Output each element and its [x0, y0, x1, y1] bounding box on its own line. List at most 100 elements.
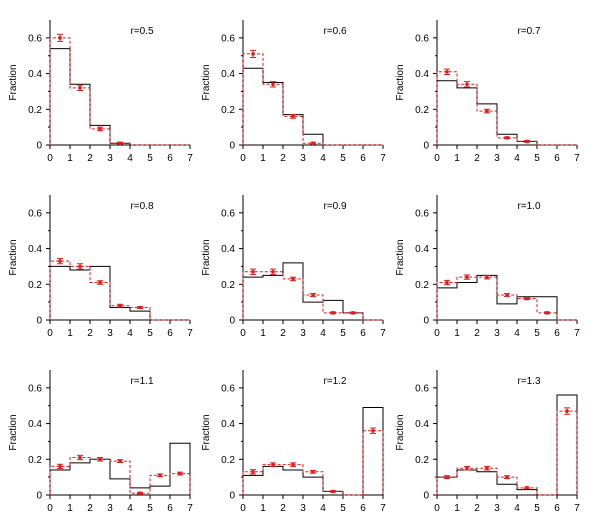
panel-title: r=1.3 — [517, 376, 541, 387]
x-tick-label: 6 — [167, 503, 173, 514]
y-tick-label: 0 — [229, 491, 235, 502]
x-tick-label: 1 — [260, 503, 266, 514]
x-tick-label: 2 — [474, 153, 480, 164]
y-axis-label: Fraction — [201, 239, 212, 275]
x-tick-label: 3 — [107, 328, 113, 339]
x-tick-label: 1 — [260, 328, 266, 339]
panel-title: r=1.1 — [130, 376, 154, 387]
data-point — [311, 293, 315, 297]
panel-title: r=0.5 — [130, 26, 154, 37]
y-tick-label: 0.2 — [221, 280, 235, 291]
x-tick-label: 6 — [360, 503, 366, 514]
x-tick-label: 4 — [320, 153, 326, 164]
model-histogram-line — [242, 407, 384, 496]
data-point — [78, 264, 82, 269]
panel-title: r=0.8 — [130, 201, 154, 212]
data-point — [291, 114, 295, 119]
y-tick-label: 0.2 — [28, 105, 42, 116]
data-histogram-line — [436, 276, 577, 321]
x-tick-label: 6 — [554, 328, 560, 339]
x-tick-label: 6 — [360, 153, 366, 164]
x-tick-label: 1 — [260, 153, 266, 164]
x-tick-label: 5 — [534, 153, 540, 164]
x-tick-label: 3 — [494, 153, 500, 164]
model-histogram-line — [436, 80, 577, 146]
x-tick-label: 4 — [514, 328, 520, 339]
model-histogram-line — [436, 394, 578, 496]
y-tick-label: 0.4 — [28, 244, 42, 255]
data-point — [158, 473, 162, 478]
y-tick-label: 0.6 — [415, 208, 429, 219]
x-tick-label: 7 — [187, 328, 193, 339]
data-histogram-line — [49, 260, 190, 321]
panel-3: 0 0.2 0.4 0.6 0 1 2 3 4 5 6 7 Fraction r=0.7 — [395, 20, 580, 164]
data-point — [98, 457, 102, 462]
data-histogram-line — [49, 37, 190, 146]
data-point — [58, 36, 62, 40]
y-tick-label: 0.6 — [28, 208, 42, 219]
data-point — [58, 464, 62, 469]
data-histogram-line — [242, 53, 383, 146]
data-point — [485, 109, 489, 113]
y-axis-label: Fraction — [8, 64, 19, 100]
x-tick-label: 7 — [380, 328, 386, 339]
x-tick-label: 4 — [320, 503, 326, 514]
y-axis-label: Fraction — [8, 414, 19, 450]
y-tick-label: 0.4 — [28, 69, 42, 80]
x-tick-label: 7 — [380, 503, 386, 514]
x-tick-label: 0 — [434, 153, 440, 164]
model-histogram-line — [49, 48, 190, 146]
x-tick-label: 3 — [107, 153, 113, 164]
y-tick-label: 0 — [423, 316, 429, 327]
x-tick-label: 1 — [454, 503, 460, 514]
panel-9: 0 0.2 0.4 0.6 0 1 2 3 4 5 6 7 Fraction r=1.3 — [395, 370, 580, 514]
x-tick-label: 1 — [67, 153, 73, 164]
x-tick-label: 3 — [300, 153, 306, 164]
data-point — [118, 303, 122, 308]
panel-title: r=1.2 — [323, 376, 347, 387]
data-point — [118, 459, 122, 463]
x-tick-label: 4 — [320, 328, 326, 339]
data-point — [371, 428, 375, 433]
y-tick-label: 0.2 — [415, 455, 429, 466]
data-point — [251, 52, 255, 56]
model-histogram-line — [242, 262, 383, 321]
data-point — [311, 469, 315, 474]
x-tick-label: 0 — [47, 503, 53, 514]
x-tick-label: 6 — [167, 328, 173, 339]
model-histogram-line — [49, 442, 191, 495]
y-axis-label: Fraction — [395, 239, 406, 275]
x-tick-label: 0 — [240, 503, 246, 514]
y-tick-label: 0.4 — [221, 69, 235, 80]
y-tick-label: 0.4 — [221, 419, 235, 430]
panel-5: 0 0.2 0.4 0.6 0 1 2 3 4 5 6 7 Fraction r=0.9 — [201, 195, 386, 339]
x-tick-label: 2 — [280, 503, 286, 514]
x-tick-label: 7 — [187, 503, 193, 514]
x-tick-label: 5 — [147, 328, 153, 339]
data-point — [291, 277, 295, 281]
y-tick-label: 0.6 — [28, 383, 42, 394]
x-tick-label: 2 — [87, 153, 93, 164]
data-point — [505, 293, 509, 297]
x-tick-label: 2 — [474, 503, 480, 514]
data-point — [251, 469, 255, 474]
y-tick-label: 0.6 — [221, 33, 235, 44]
panel-4: 0 0.2 0.4 0.6 0 1 2 3 4 5 6 7 Fraction r=0.8 — [8, 195, 193, 339]
data-point — [271, 462, 275, 467]
x-tick-label: 6 — [360, 328, 366, 339]
x-tick-label: 2 — [280, 153, 286, 164]
x-tick-label: 3 — [494, 328, 500, 339]
data-point — [465, 466, 469, 471]
x-tick-label: 2 — [280, 328, 286, 339]
y-tick-label: 0.4 — [415, 419, 429, 430]
data-point — [545, 311, 549, 315]
x-tick-label: 1 — [454, 153, 460, 164]
x-tick-label: 0 — [434, 328, 440, 339]
model-histogram-line — [49, 265, 190, 321]
x-tick-label: 2 — [474, 328, 480, 339]
x-tick-label: 5 — [340, 328, 346, 339]
x-tick-label: 0 — [47, 153, 53, 164]
data-point — [251, 269, 255, 274]
panel-2: 0 0.2 0.4 0.6 0 1 2 3 4 5 6 7 Fraction r=0.6 — [201, 20, 386, 164]
data-point — [525, 486, 529, 490]
